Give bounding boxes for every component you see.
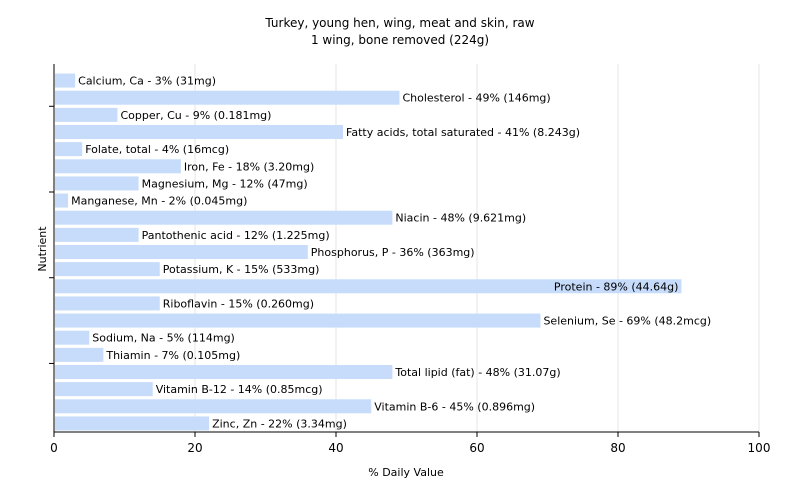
bar-label: Fatty acids, total saturated - 41% (8.24…	[346, 126, 580, 139]
bar	[55, 382, 153, 397]
bar	[55, 227, 139, 242]
x-tick-label: 20	[187, 441, 202, 455]
bar-label: Cholesterol - 49% (146mg)	[402, 92, 550, 105]
bar-label: Copper, Cu - 9% (0.181mg)	[120, 109, 271, 122]
bar	[55, 159, 181, 174]
bar	[55, 347, 104, 362]
bar-labels: Calcium, Ca - 3% (31mg) Cholesterol - 49%…	[71, 75, 711, 431]
bar-label: Riboflavin - 15% (0.260mg)	[163, 297, 314, 310]
y-axis-title: Nutrient	[36, 226, 49, 272]
bars	[55, 73, 682, 431]
bar-label: Protein - 89% (44.64g)	[554, 280, 679, 293]
bar	[55, 90, 400, 105]
bar	[55, 416, 210, 431]
bar	[55, 279, 682, 294]
bar	[55, 142, 83, 157]
bar	[55, 73, 76, 88]
bar	[55, 210, 393, 225]
axes	[49, 64, 760, 437]
bar-label: Folate, total - 4% (16mcg)	[85, 143, 229, 156]
bar-label: Thiamin - 7% (0.105mg)	[105, 349, 240, 362]
chart-subtitle: 1 wing, bone removed (224g)	[311, 33, 489, 47]
x-tick-label: 60	[469, 441, 484, 455]
x-tick-label: 80	[610, 441, 625, 455]
bar-label: Calcium, Ca - 3% (31mg)	[78, 75, 216, 88]
bar	[55, 296, 160, 311]
bar	[55, 125, 344, 139]
bar	[55, 365, 393, 379]
x-tick-label: 100	[748, 441, 771, 455]
bar	[55, 176, 139, 191]
bar-label: Zinc, Zn - 22% (3.34mg)	[212, 417, 347, 430]
bar-label: Phosphorus, P - 36% (363mg)	[311, 246, 475, 259]
bar	[55, 330, 90, 345]
bar-label: Iron, Fe - 18% (3.20mg)	[184, 160, 314, 173]
x-tick-label: 0	[50, 441, 58, 455]
bar-label: Vitamin B-12 - 14% (0.85mcg)	[156, 383, 323, 396]
bar	[55, 262, 160, 277]
chart-title: Turkey, young hen, wing, meat and skin, …	[264, 16, 534, 30]
bar-label: Sodium, Na - 5% (114mg)	[92, 332, 235, 345]
x-axis-title: % Daily Value	[368, 466, 444, 479]
bar-label: Potassium, K - 15% (533mg)	[163, 263, 320, 276]
bar	[55, 245, 308, 259]
x-tick-label: 40	[328, 441, 343, 455]
bar-label: Niacin - 48% (9.621mg)	[395, 212, 526, 225]
bar	[55, 313, 541, 328]
bar-label: Manganese, Mn - 2% (0.045mg)	[71, 195, 247, 208]
bar-label: Total lipid (fat) - 48% (31.07g)	[394, 366, 560, 379]
bar-label: Selenium, Se - 69% (48.2mcg)	[543, 315, 711, 328]
bar-label: Magnesium, Mg - 12% (47mg)	[142, 177, 308, 190]
bar	[55, 399, 372, 414]
bar	[55, 193, 69, 208]
bar	[55, 107, 118, 122]
bar-label: Pantothenic acid - 12% (1.225mg)	[142, 229, 330, 242]
bar-label: Vitamin B-6 - 45% (0.896mg)	[374, 400, 535, 413]
x-tick-labels: 0 20 40 60 80 100	[50, 441, 770, 455]
